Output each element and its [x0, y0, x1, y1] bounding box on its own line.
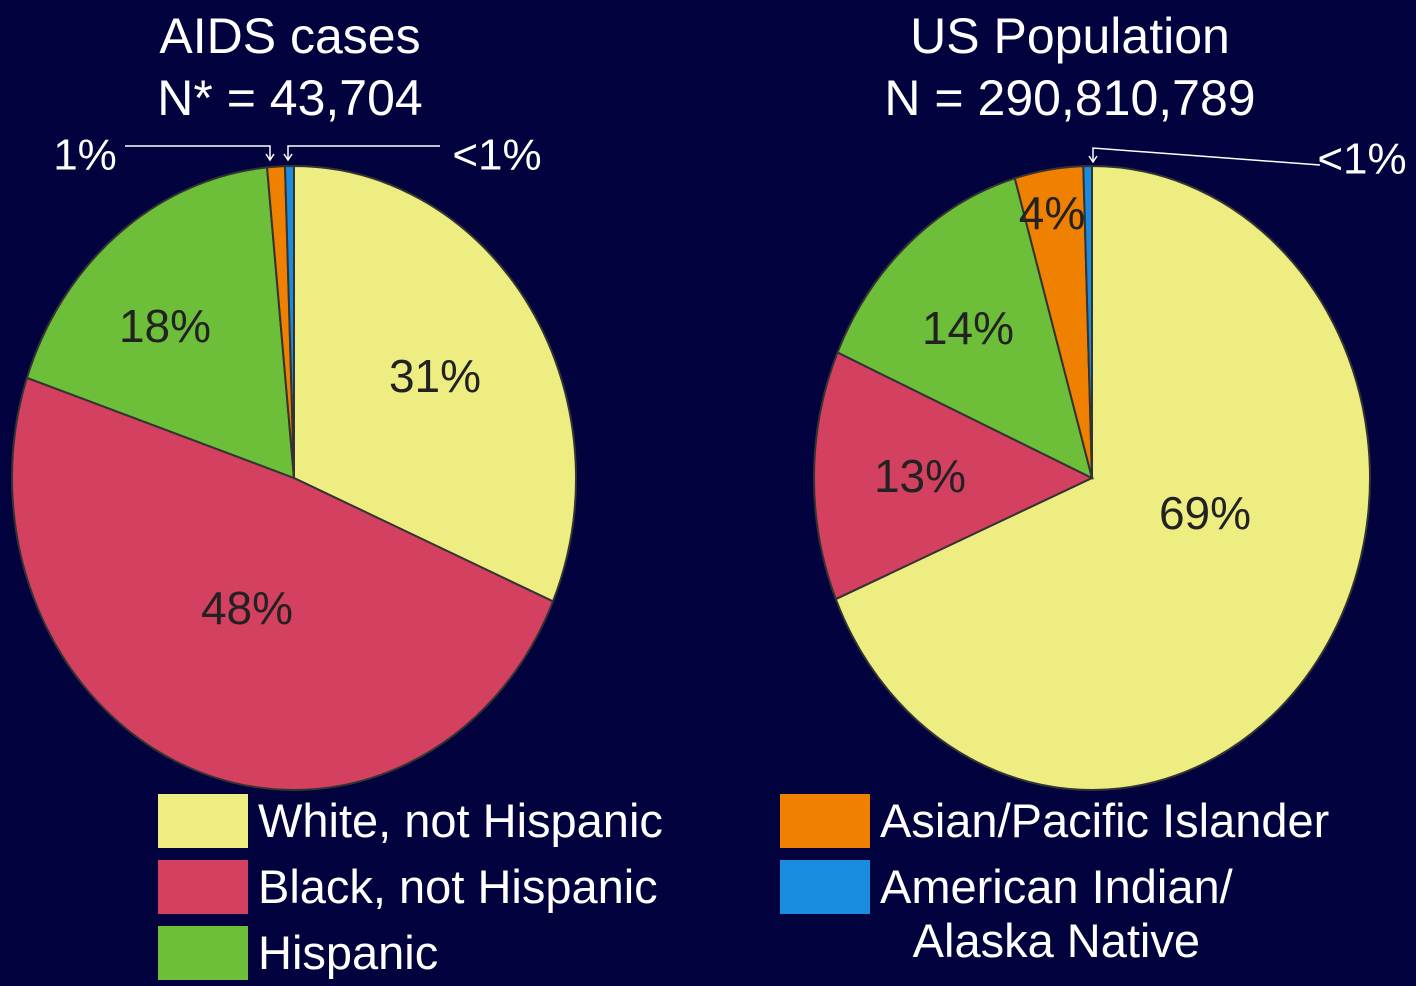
slice-label: 4% [1019, 187, 1085, 239]
callout-line [1092, 147, 1321, 166]
pie-slice [283, 164, 295, 479]
legend-swatch [158, 860, 248, 914]
callout-arrow [1088, 155, 1098, 164]
pie-slice [813, 351, 1095, 601]
legend-swatch [158, 926, 248, 980]
pie-slice [293, 164, 577, 603]
chart-subtitle: N* = 43,704 [157, 70, 422, 126]
pie-slice [1082, 164, 1093, 479]
legend-label: Asian/Pacific Islander [880, 794, 1330, 847]
slice-label: 18% [119, 300, 211, 352]
callout-label: 1% [53, 131, 117, 180]
pie-slice [11, 376, 555, 791]
legend-swatch [158, 794, 248, 848]
slice-label: 13% [874, 450, 966, 502]
legend-swatch [780, 860, 870, 914]
callout-arrow [265, 153, 275, 162]
legend-label: Hispanic [258, 926, 439, 979]
legend-label: Black, not Hispanic [258, 860, 658, 913]
slice-label: 69% [1159, 487, 1251, 539]
legend-label: American Indian/ Alaska Native [880, 860, 1233, 967]
slice-label: 48% [201, 582, 293, 634]
slice-label: 14% [922, 302, 1014, 354]
legend-item: Hispanic [158, 926, 438, 980]
slice-label: 31% [389, 350, 481, 402]
callout-line [125, 145, 271, 160]
legend-item: White, not Hispanic [158, 794, 663, 848]
callout-line [287, 145, 440, 160]
pie-slice [836, 176, 1094, 480]
legend-label: White, not Hispanic [258, 794, 663, 847]
callout-label: <1% [452, 131, 541, 180]
legend-item: Black, not Hispanic [158, 860, 658, 914]
chart-title: AIDS cases [159, 8, 420, 64]
pie-slice [25, 166, 296, 480]
chart-subtitle: N = 290,810,789 [884, 70, 1255, 126]
chart-title: US Population [910, 8, 1230, 64]
callout-arrow [283, 153, 293, 162]
legend-item: Asian/Pacific Islander [780, 794, 1329, 848]
legend-item: American Indian/ Alaska Native [780, 860, 1233, 968]
callout-label: <1% [1317, 135, 1406, 184]
legend-swatch [780, 794, 870, 848]
pie-slice [834, 164, 1371, 791]
